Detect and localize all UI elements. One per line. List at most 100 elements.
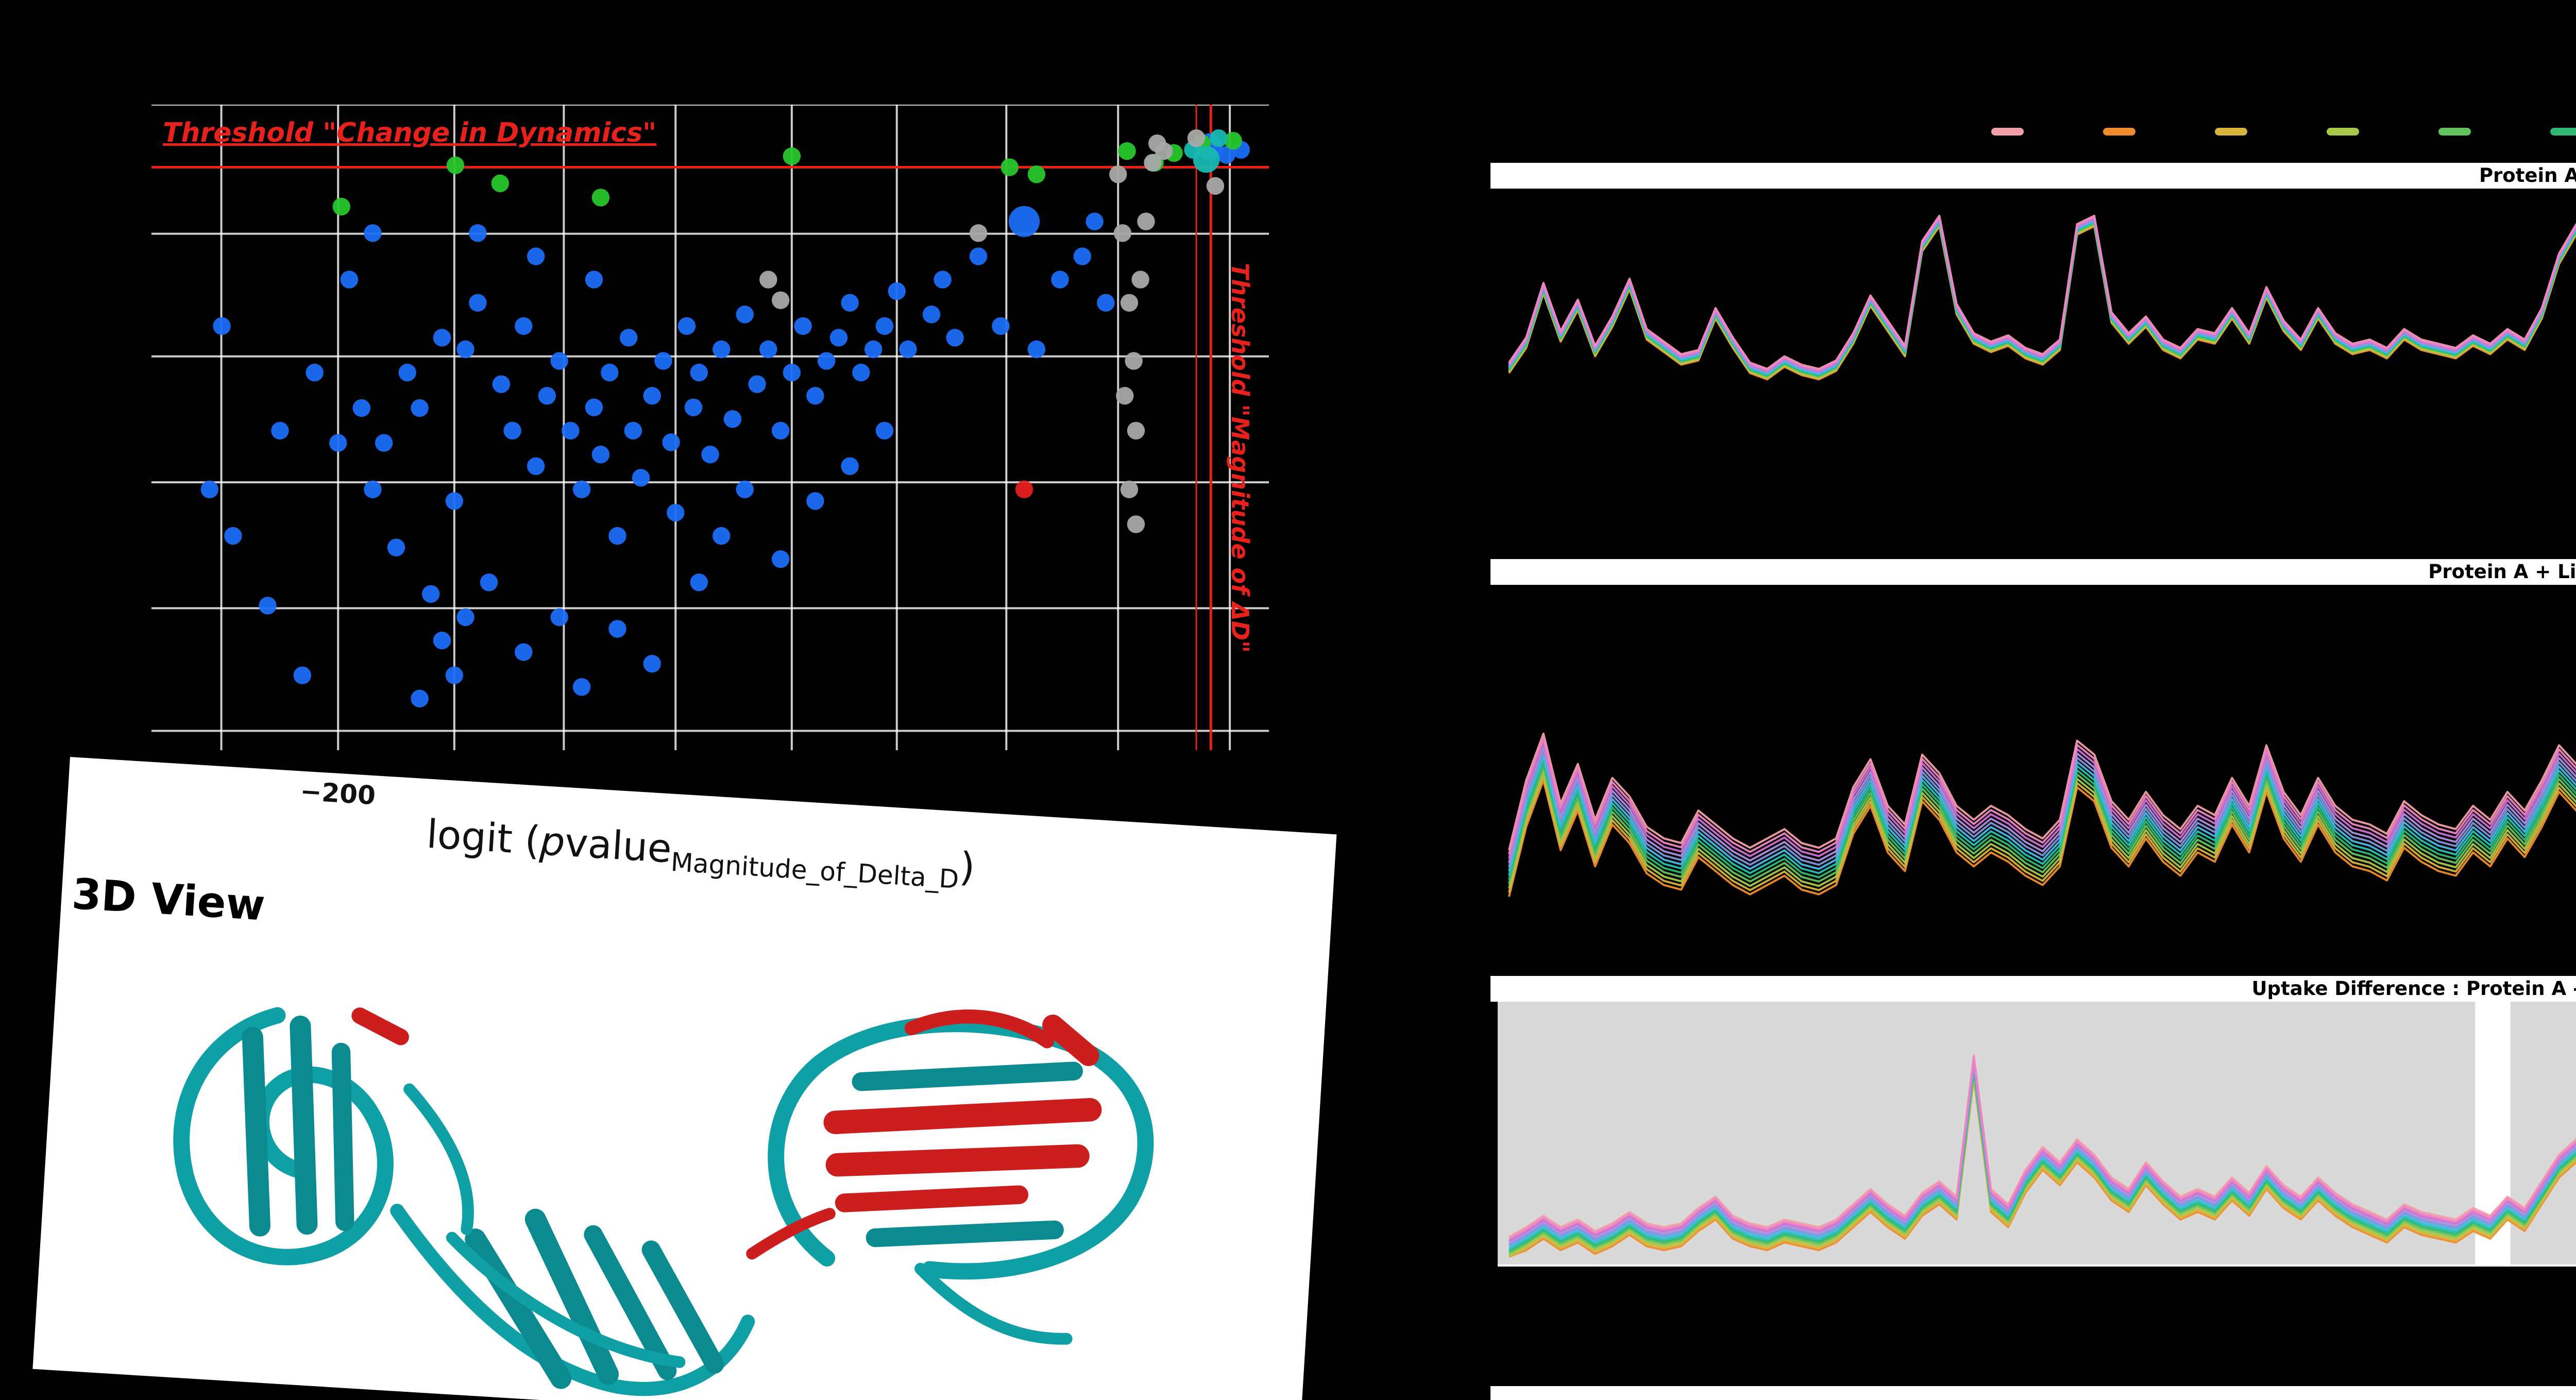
uptake-series-line[interactable] xyxy=(1509,1062,2576,1246)
scatter-point[interactable] xyxy=(293,666,312,684)
uptake-series-line[interactable] xyxy=(1508,224,2576,417)
scatter-point[interactable] xyxy=(794,317,812,335)
scatter-point[interactable] xyxy=(1001,158,1019,176)
scatter-point[interactable] xyxy=(1015,480,1033,498)
scatter-point[interactable] xyxy=(1051,271,1069,289)
scatter-point[interactable] xyxy=(591,189,610,207)
uptake-series-line[interactable] xyxy=(1509,1054,2576,1238)
scatter-point[interactable] xyxy=(841,294,859,312)
scatter-point[interactable] xyxy=(538,386,556,405)
scatter-point[interactable] xyxy=(527,247,545,265)
scatter-point[interactable] xyxy=(1097,294,1115,312)
uptake-series-line[interactable] xyxy=(1509,1071,2576,1257)
scatter-point[interactable] xyxy=(748,375,766,393)
scatter-point[interactable] xyxy=(1125,352,1143,370)
uptake-series-line[interactable] xyxy=(1509,1056,2576,1240)
uptake-series-line[interactable] xyxy=(1508,222,2576,396)
scatter-point[interactable] xyxy=(446,156,465,174)
scatter-point[interactable] xyxy=(456,608,474,627)
scatter-point[interactable] xyxy=(271,421,289,440)
scatter-point[interactable] xyxy=(875,317,894,335)
scatter-point[interactable] xyxy=(759,340,777,359)
scatter-point[interactable] xyxy=(771,550,790,568)
scatter-point[interactable] xyxy=(375,434,393,452)
uptake-series-line[interactable] xyxy=(1508,689,2576,868)
scatter-point[interactable] xyxy=(1127,515,1145,533)
scatter-point[interactable] xyxy=(817,352,836,370)
uptake-series-line[interactable] xyxy=(1508,685,2576,859)
scatter-point[interactable] xyxy=(1118,142,1136,160)
scatter-point[interactable] xyxy=(224,527,242,545)
uptake-series-line[interactable] xyxy=(1509,1077,2576,1258)
scatter-point[interactable] xyxy=(888,282,906,300)
scatter-point[interactable] xyxy=(690,363,708,382)
scatter-point[interactable] xyxy=(771,291,790,309)
scatter-point[interactable] xyxy=(411,399,429,417)
scatter-point[interactable] xyxy=(899,340,917,359)
scatter-point[interactable] xyxy=(445,666,463,684)
scatter-point[interactable] xyxy=(469,224,487,242)
scatter-point[interactable] xyxy=(332,197,350,216)
scatter-point[interactable] xyxy=(503,421,521,440)
scatter-point[interactable] xyxy=(422,585,440,603)
uptake-series-line[interactable] xyxy=(1508,720,2576,889)
scatter-point[interactable] xyxy=(1217,146,1235,164)
scatter-point[interactable] xyxy=(701,445,719,464)
scatter-point[interactable] xyxy=(1073,247,1091,265)
scatter-point[interactable] xyxy=(643,386,661,405)
uptake-series-line[interactable] xyxy=(1508,221,2576,386)
scatter-point[interactable] xyxy=(200,480,218,498)
scatter-point[interactable] xyxy=(624,421,642,440)
scatter-point[interactable] xyxy=(677,317,696,335)
scatter-point[interactable] xyxy=(469,294,487,312)
scatter-point[interactable] xyxy=(585,271,603,289)
scatter-point[interactable] xyxy=(1027,340,1046,359)
scatter-point[interactable] xyxy=(934,271,952,289)
scatter-point[interactable] xyxy=(654,352,672,370)
scatter-point[interactable] xyxy=(829,329,848,347)
scatter-point[interactable] xyxy=(456,340,474,359)
protein-ribbon-structure[interactable] xyxy=(110,932,1191,1400)
uptake-series-line[interactable] xyxy=(1509,1065,2576,1249)
uptake-series-line[interactable] xyxy=(1508,714,2576,884)
uptake-series-line[interactable] xyxy=(1508,218,2576,374)
scatter-point[interactable] xyxy=(841,457,859,475)
uptake-series-line[interactable] xyxy=(1508,685,2576,855)
scatter-point[interactable] xyxy=(806,386,824,405)
scatter-point[interactable] xyxy=(632,469,650,487)
volcano-plot[interactable] xyxy=(151,104,1269,750)
scatter-point[interactable] xyxy=(1127,421,1145,440)
uptake-chart-protein-a[interactable] xyxy=(1490,189,2576,549)
scatter-point[interactable] xyxy=(259,597,277,615)
scatter-point[interactable] xyxy=(619,329,638,347)
scatter-point[interactable] xyxy=(433,329,451,347)
scatter-point[interactable] xyxy=(492,375,511,393)
scatter-point[interactable] xyxy=(1008,206,1040,237)
uptake-series-line[interactable] xyxy=(1509,1060,2576,1244)
scatter-point[interactable] xyxy=(1148,134,1166,153)
uptake-series-line[interactable] xyxy=(1508,726,2576,893)
scatter-point[interactable] xyxy=(515,317,533,335)
scatter-point[interactable] xyxy=(783,363,801,382)
uptake-series-line[interactable] xyxy=(1508,685,2576,851)
scatter-point[interactable] xyxy=(591,445,610,464)
scatter-point[interactable] xyxy=(1027,165,1046,183)
volcano-scatter-canvas[interactable] xyxy=(151,104,1269,750)
scatter-point[interactable] xyxy=(771,421,790,440)
scatter-point[interactable] xyxy=(213,317,231,335)
scatter-point[interactable] xyxy=(387,538,405,556)
scatter-point[interactable] xyxy=(969,224,988,242)
scatter-point[interactable] xyxy=(712,527,731,545)
scatter-point[interactable] xyxy=(783,147,801,165)
uptake-series-line[interactable] xyxy=(1508,212,2576,371)
scatter-point[interactable] xyxy=(491,174,509,193)
uptake-series-line[interactable] xyxy=(1508,685,2576,864)
uptake-difference-chart[interactable] xyxy=(1490,1002,2576,1270)
scatter-point[interactable] xyxy=(736,480,754,498)
scatter-point[interactable] xyxy=(364,224,382,242)
scatter-point[interactable] xyxy=(1206,177,1225,195)
scatter-point[interactable] xyxy=(1137,212,1155,230)
scatter-point[interactable] xyxy=(684,398,703,416)
scatter-point[interactable] xyxy=(601,363,619,382)
uptake-series-line[interactable] xyxy=(1508,220,2576,375)
